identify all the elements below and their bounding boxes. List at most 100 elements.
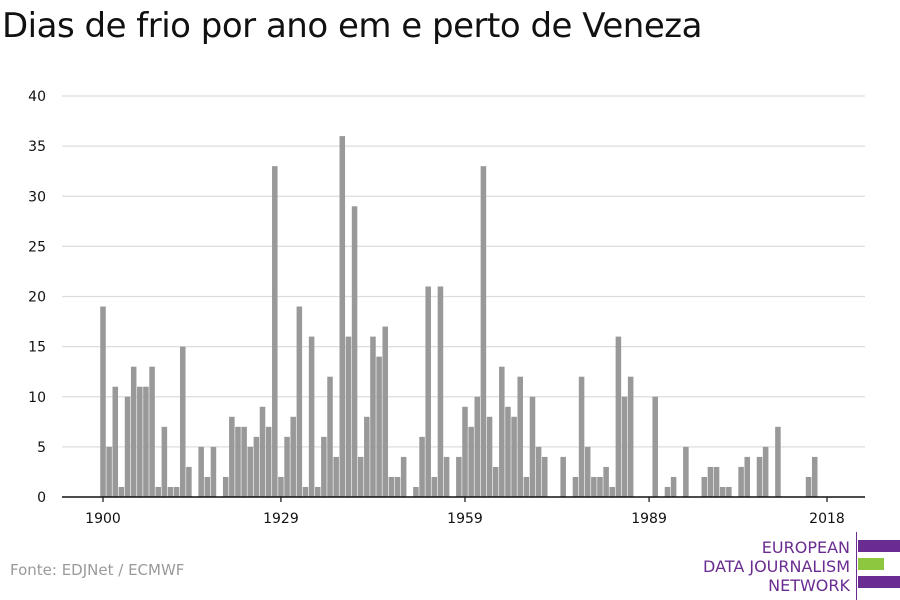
chart-title: Dias de frio por ano em e perto de Venez… <box>2 6 702 46</box>
bar-1995 <box>683 446 689 497</box>
bar-1906 <box>137 386 143 497</box>
bar-2010 <box>775 426 781 497</box>
y-axis-labels: 0 5 10 15 20 25 30 35 40 <box>28 89 46 506</box>
y-tick-label: 35 <box>28 139 46 155</box>
bar-1940 <box>345 336 352 497</box>
bar-2000 <box>713 466 720 497</box>
bar-1920 <box>222 476 229 497</box>
y-tick-label: 40 <box>28 89 46 105</box>
bar-1962 <box>480 166 487 498</box>
x-axis-ticks: 1900 1929 1959 1989 2018 <box>85 497 845 527</box>
bar-2008 <box>762 446 769 497</box>
bar-2015 <box>805 476 812 497</box>
bar-1999 <box>707 466 714 497</box>
bar-1963 <box>486 416 493 497</box>
x-tick-label: 1929 <box>263 511 299 527</box>
bar-1952 <box>419 436 425 497</box>
bar-1943 <box>364 416 370 497</box>
bar-1975 <box>560 456 566 497</box>
bar-1958 <box>456 456 462 497</box>
logo-bar-bottom <box>858 576 900 588</box>
bar-1986 <box>627 376 634 497</box>
bar-2016 <box>811 456 818 497</box>
bar-1918 <box>210 446 217 497</box>
x-tick-label: 2018 <box>809 511 845 527</box>
bar-1977 <box>572 476 579 497</box>
bar-1970 <box>529 396 536 497</box>
bar-1921 <box>229 416 235 497</box>
bar-1917 <box>204 476 211 497</box>
bar-1953 <box>425 286 431 497</box>
bar-1946 <box>382 326 389 497</box>
x-tick-label: 1989 <box>631 511 667 527</box>
bar-1998 <box>701 476 708 497</box>
y-tick-label: 0 <box>37 490 46 506</box>
logo-line-2: DATA JOURNALISM <box>703 557 850 576</box>
bar-1981 <box>597 476 603 497</box>
bar-1902 <box>112 386 119 497</box>
bar-1912 <box>173 486 180 497</box>
bar-1965 <box>499 366 505 497</box>
bar-1924 <box>247 446 254 497</box>
y-tick-label: 5 <box>37 440 46 456</box>
bar-1983 <box>609 486 616 497</box>
edjnet-logo-text: EUROPEAN DATA JOURNALISM NETWORK <box>703 538 850 595</box>
bar-1928 <box>272 166 278 498</box>
bar-1967 <box>511 416 517 497</box>
bar-1930 <box>284 436 290 497</box>
bar-1982 <box>603 466 609 497</box>
bar-1901 <box>106 446 112 497</box>
bar-1914 <box>186 466 192 497</box>
bar-1960 <box>468 426 474 497</box>
bar-1905 <box>130 366 137 497</box>
bar-2001 <box>719 486 726 497</box>
bar-1942 <box>357 456 364 497</box>
logo-bar-top <box>858 540 900 552</box>
bar-1980 <box>591 476 597 497</box>
x-tick-label: 1959 <box>447 511 483 527</box>
bar-1900 <box>100 306 106 497</box>
bar-1923 <box>241 426 247 497</box>
bar-1949 <box>400 456 407 497</box>
bar-1937 <box>327 376 333 497</box>
bar-1908 <box>149 366 155 497</box>
bar-1959 <box>462 406 468 497</box>
bar-1922 <box>235 426 241 497</box>
logo-line-3: NETWORK <box>768 576 850 595</box>
bar-1926 <box>259 406 266 497</box>
bar-1904 <box>124 396 131 497</box>
x-tick-label: 1900 <box>85 511 121 527</box>
bar-1934 <box>308 336 315 497</box>
bar-1992 <box>664 486 671 497</box>
source-note: Fonte: EDJNet / ECMWF <box>10 561 185 579</box>
bar-1911 <box>167 486 174 497</box>
bar-1968 <box>517 376 523 497</box>
bar-1951 <box>413 486 419 497</box>
bar-1944 <box>370 336 376 497</box>
edjnet-logo-mark <box>856 532 900 600</box>
bar-1907 <box>143 386 149 497</box>
bar-2007 <box>756 456 763 497</box>
bar-1939 <box>339 136 346 497</box>
bar-1979 <box>584 446 591 497</box>
y-tick-label: 30 <box>28 189 46 205</box>
bar-1909 <box>155 486 161 497</box>
bars <box>100 136 818 498</box>
bar-1938 <box>333 456 339 497</box>
y-tick-label: 20 <box>28 290 46 306</box>
bar-1990 <box>652 396 658 497</box>
bar-1903 <box>118 486 125 497</box>
bar-1961 <box>474 396 481 497</box>
bar-1956 <box>443 456 450 497</box>
bar-1978 <box>578 376 585 497</box>
bar-1916 <box>198 446 204 497</box>
bar-1931 <box>290 416 296 497</box>
bar-1932 <box>296 306 303 497</box>
bar-1913 <box>179 346 186 497</box>
bar-1936 <box>321 436 327 497</box>
bar-1966 <box>505 406 511 497</box>
y-tick-label: 25 <box>28 239 46 255</box>
bar-2002 <box>726 486 732 497</box>
bar-1927 <box>265 426 272 497</box>
